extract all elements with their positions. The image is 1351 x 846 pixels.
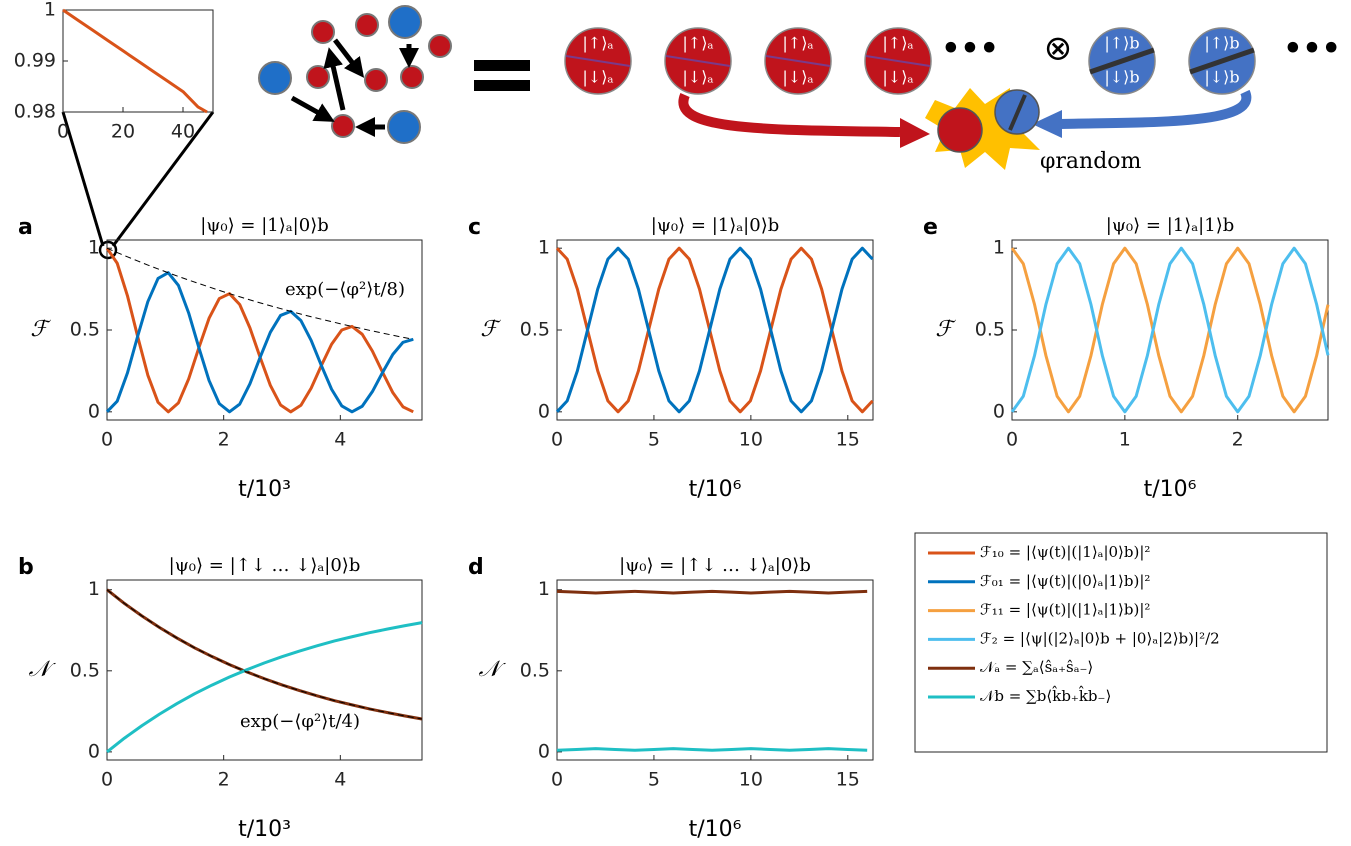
y-axis-label: ℱ (935, 317, 956, 342)
red-arrow-head (900, 118, 930, 148)
y-axis-label: ℱ (30, 317, 51, 342)
chart-title: |ψ₀⟩ = |1⟩ₐ|0⟩b (651, 215, 780, 236)
x-axis-label: t/10³ (238, 817, 291, 842)
x-axis-label: t/10³ (238, 477, 291, 502)
x-tick-label: 10 (739, 429, 763, 451)
data-line (557, 749, 867, 751)
y-axis-label: 𝒩 (478, 657, 506, 682)
data-line (107, 590, 422, 719)
panel-label: c (468, 215, 481, 240)
figure: |↑⟩ₐ |↓⟩ₐ |↑⟩ₐ |↓⟩ₐ |↑⟩ₐ |↓⟩ₐ |↑⟩ₐ |↓⟩ₐ |↑⟩b |↓⟩b… (0, 0, 1351, 846)
axes-box (107, 580, 422, 760)
y-tick-label: 0.5 (70, 659, 100, 681)
y-tick-label: 0 (538, 740, 550, 762)
y-tick-label: 1 (88, 237, 100, 259)
legend-label: 𝒩ₐ = ∑ₐ⟨ŝₐ₊ŝₐ₋⟩ (980, 658, 1093, 676)
y-tick-label: 0 (993, 400, 1005, 422)
x-tick-label: 0 (101, 429, 113, 451)
chart-title: |ψ₀⟩ = |1⟩ₐ|0⟩b (200, 215, 329, 236)
x-tick-label: 20 (111, 121, 135, 143)
ket-down: |↓⟩ₐ (882, 68, 913, 87)
y-tick-label: 1 (538, 237, 550, 259)
ket-up: |↑⟩ₐ (682, 34, 713, 53)
ket-up: |↑⟩b (1104, 34, 1139, 53)
y-tick-label: 0.5 (975, 319, 1005, 341)
ket-up: |↑⟩ₐ (882, 34, 913, 53)
y-tick-label: 1 (88, 578, 100, 600)
chart-title: |ψ₀⟩ = |↑↓ … ↓⟩ₐ|0⟩b (169, 555, 361, 576)
x-axis-label: t/10⁶ (689, 817, 742, 842)
y-axis-label: ℱ (480, 317, 501, 342)
phase-label: φrandom (1040, 149, 1142, 174)
ket-up: |↑⟩ₐ (782, 34, 813, 53)
y-tick-label: 0.5 (520, 319, 550, 341)
x-axis-label: t/10⁶ (689, 477, 742, 502)
y-tick-label: 1 (44, 0, 56, 21)
panel-label: a (18, 215, 33, 240)
y-tick-label: 0.99 (14, 50, 56, 72)
x-tick-label: 4 (334, 429, 346, 451)
ket-row: |↑⟩ₐ |↓⟩ₐ |↑⟩ₐ |↓⟩ₐ |↑⟩ₐ |↓⟩ₐ |↑⟩ₐ |↓⟩ₐ |↑⟩b |↓⟩b… (565, 28, 1255, 94)
y-tick-label: 0 (538, 400, 550, 422)
ellipsis: ••• (1283, 32, 1341, 67)
legend-label: ℱ₀₁ = |⟨ψ(t)|(|0⟩ₐ|1⟩b)|² (980, 572, 1150, 590)
x-tick-label: 2 (218, 769, 230, 791)
legend-label: ℱ₂ = |⟨ψ|(|2⟩ₐ|0⟩b + |0⟩ₐ|2⟩b)|²/2 (980, 629, 1220, 647)
legend-label: 𝒩b = ∑b⟨k̂b₊k̂b₋⟩ (980, 686, 1111, 705)
x-tick-label: 0 (101, 769, 113, 791)
chart-title: |ψ₀⟩ = |↑↓ … ↓⟩ₐ|0⟩b (619, 555, 811, 576)
annotation: exp(−⟨φ²⟩t/4) (240, 711, 360, 732)
x-axis-label: t/10⁶ (1144, 477, 1197, 502)
y-tick-label: 0.5 (520, 659, 550, 681)
ket-up: |↑⟩b (1204, 34, 1239, 53)
tensor: ⊗ (1044, 29, 1073, 69)
particle-cloud (259, 6, 451, 143)
x-tick-label: 2 (1232, 429, 1244, 451)
x-tick-label: 5 (648, 429, 660, 451)
x-tick-label: 0 (551, 769, 563, 791)
legend-label: ℱ₁₁ = |⟨ψ(t)|(|1⟩ₐ|1⟩b)|² (980, 601, 1150, 619)
ket-down: |↓⟩b (1104, 68, 1139, 87)
blue-arrow (1060, 92, 1246, 124)
ket-down: |↓⟩ₐ (582, 68, 613, 87)
y-tick-label: 0.98 (14, 101, 56, 123)
ket-down: |↓⟩ₐ (682, 68, 713, 87)
ellipsis: ••• (941, 32, 999, 67)
y-tick-label: 1 (993, 237, 1005, 259)
ket-up: |↑⟩ₐ (582, 34, 613, 53)
x-tick-label: 2 (218, 429, 230, 451)
equals-sign (474, 60, 530, 91)
x-tick-label: 10 (739, 769, 763, 791)
y-tick-label: 1 (538, 578, 550, 600)
data-line (557, 591, 867, 593)
x-tick-label: 4 (334, 769, 346, 791)
panel-label: b (18, 555, 34, 580)
panel-label: e (923, 215, 938, 240)
y-tick-label: 0 (88, 740, 100, 762)
x-tick-label: 15 (836, 769, 860, 791)
chart-title: |ψ₀⟩ = |1⟩ₐ|1⟩b (1106, 215, 1235, 236)
red-arrow (683, 95, 900, 132)
y-tick-label: 0 (88, 400, 100, 422)
data-line (107, 623, 422, 752)
panel-label: d (468, 555, 484, 580)
x-tick-label: 1 (1119, 429, 1131, 451)
x-tick-label: 15 (836, 429, 860, 451)
x-tick-label: 40 (171, 121, 195, 143)
x-tick-label: 0 (1006, 429, 1018, 451)
ket-down: |↓⟩b (1204, 68, 1239, 87)
legend-label: ℱ₁₀ = |⟨ψ(t)|(|1⟩ₐ|0⟩b)|² (980, 543, 1150, 561)
y-tick-label: 0.5 (70, 319, 100, 341)
fit-line (107, 590, 422, 719)
data-line (63, 10, 207, 112)
x-tick-label: 5 (648, 769, 660, 791)
ket-down: |↓⟩ₐ (782, 68, 813, 87)
x-tick-label: 0 (57, 121, 69, 143)
x-tick-label: 0 (551, 429, 563, 451)
red-particle (938, 108, 982, 152)
axes-box (557, 580, 873, 760)
annotation: exp(−⟨φ²⟩t/8) (285, 279, 405, 300)
y-axis-label: 𝒩 (28, 657, 56, 682)
